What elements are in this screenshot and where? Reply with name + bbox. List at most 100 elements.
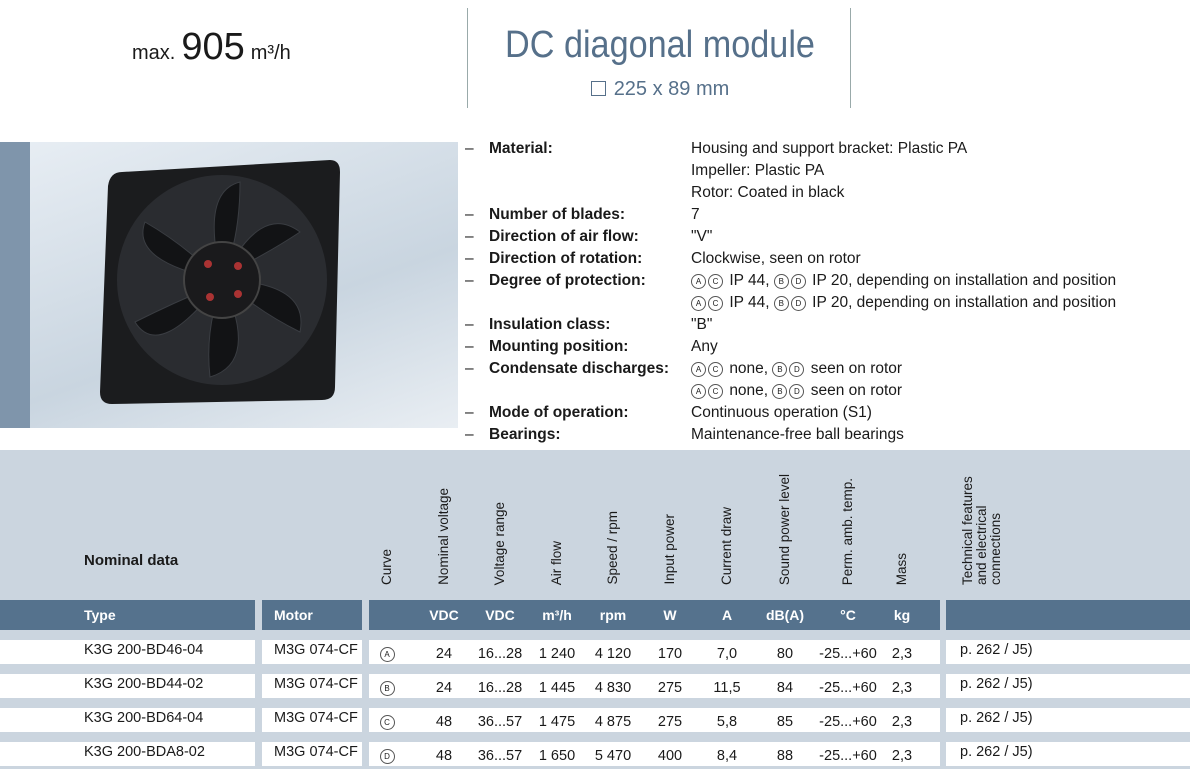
table-cell: 1 650 [538,748,576,764]
table-row [0,640,255,664]
curve-C-icon: C [708,362,723,377]
unit-header: kg [893,607,911,623]
table-cell: 85 [776,714,794,730]
spec-label: Material: [489,140,553,157]
column-header: Current draw [719,506,734,585]
curve-label: D [379,749,395,764]
spec-value: IP 20, depending on installation and pos… [812,272,1117,289]
unit-header: VDC [485,607,515,623]
dimensions: 225 x 89 mm [470,78,850,101]
curve-B-icon: B [772,384,788,399]
table-cell: 1 475 [538,714,576,730]
fan-image [100,160,340,404]
table-cell: -25...+60 [819,714,877,730]
table-cell: 84 [776,680,794,696]
table-cell: 36...57 [477,714,523,730]
spec-value: none, [729,360,769,377]
table-cell: 88 [776,748,794,764]
table-cell: 5,8 [716,714,738,730]
spec-label: Number of blades: [489,206,626,223]
table-cell: K3G 200-BDA8-02 [84,744,205,760]
table-cell: M3G 074-CF [274,744,358,760]
spec-value: Continuous operation (S1) [691,404,872,421]
curve-icon: B [347,676,427,700]
table-cell: 1 445 [538,680,576,696]
dash: – [465,360,474,377]
spec-value: Clockwise, seen on rotor [691,250,861,267]
curve-A-icon: A [691,362,706,377]
spec-value: Any [691,338,718,355]
curve-C-icon: C [708,296,723,311]
unit-header: Motor [274,607,313,623]
curve-label: B [379,681,395,696]
table-cell: 2,3 [891,748,913,764]
max-value: 905 [181,26,245,68]
table-cell: 11,5 [713,680,741,696]
column-header: Mass [894,552,909,585]
unit-header: Type [84,607,116,623]
spec-value: seen on rotor [810,382,903,399]
table-row [369,708,940,732]
table-row [262,640,362,664]
curve-B-icon: B [773,296,789,311]
spec-value: none, [729,382,769,399]
table-cell: M3G 074-CF [274,642,358,658]
page-title: DC diagonal module [505,24,815,66]
table-cell: 80 [776,646,794,662]
section-label: Nominal data [84,552,179,569]
column-header: Nominal voltage [436,488,451,585]
max-airflow: max. 905 m³/h [132,26,291,69]
table-cell: 24 [435,680,453,696]
table-cell: K3G 200-BD64-04 [84,710,204,726]
curve-A-icon: A [691,274,706,289]
table-cell: 4 830 [594,680,632,696]
table-row [369,674,940,698]
header-bar [369,600,940,630]
divider [850,8,851,108]
header-bar [946,600,1190,630]
table-cell: 8,4 [716,748,738,764]
unit-header: m³/h [542,607,572,623]
table-row [946,674,1190,698]
unit-header: °C [840,607,856,623]
curve-A-icon: A [691,296,706,311]
spec-value: seen on rotor [810,360,903,377]
table-cell: 48 [435,714,453,730]
spec-value: Impeller: Plastic PA [691,162,825,179]
spec-label: Insulation class: [489,316,611,333]
curve-D-icon: D [789,384,805,399]
spec-label: Degree of protection: [489,272,646,289]
table-row [369,742,940,766]
spec-value: Rotor: Coated in black [691,184,845,201]
table-cell: -25...+60 [819,680,877,696]
table-cell: 4 120 [594,646,632,662]
table-row [0,708,255,732]
spec-label: Mounting position: [489,338,629,355]
table-cell: 400 [657,748,683,764]
spec-value: Housing and support bracket: Plastic PA [691,140,968,157]
table-cell: 16...28 [477,680,523,696]
table-cell: p. 262 / J5) [960,642,1033,658]
column-header: Curve [379,548,394,585]
curve-B-icon: B [773,274,789,289]
table-cell: K3G 200-BD44-02 [84,676,204,692]
table-row [262,742,362,766]
column-header: Input power [662,514,677,585]
table-cell: 4 875 [594,714,632,730]
header-bar [0,600,255,630]
curve-C-icon: C [708,274,723,289]
dimensions-value: 225 x 89 mm [613,78,730,100]
table-row [946,708,1190,732]
curve-C-icon: C [708,384,723,399]
unit-header: dB(A) [765,607,805,623]
curve-A-icon: A [691,384,706,399]
table-cell: M3G 074-CF [274,676,358,692]
table-row [262,674,362,698]
curve-D-icon: D [789,362,805,377]
table-cell: p. 262 / J5) [960,676,1033,692]
table-cell: 2,3 [891,680,913,696]
spec-value: "V" [691,228,713,245]
spec-value: 7 [691,206,700,223]
header-bar [262,600,362,630]
column-header: Air flow [549,540,564,585]
